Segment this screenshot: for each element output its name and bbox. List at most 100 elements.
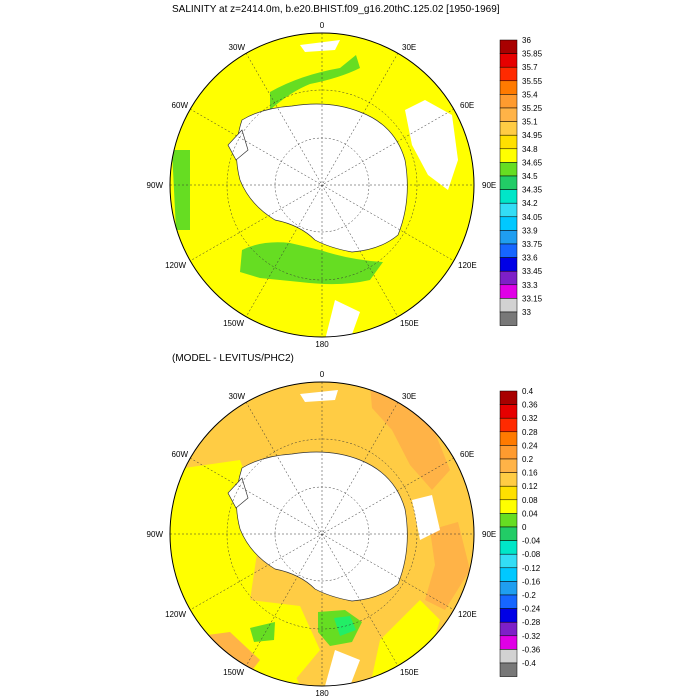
colorbar-swatch [499, 621, 518, 637]
bottom-lon-label: 150E [400, 668, 419, 677]
colorbar-swatch [499, 39, 518, 54]
colorbar-swatch [499, 513, 518, 528]
bottom-nodata-patch-east [412, 495, 440, 540]
colorbar-swatch [499, 189, 518, 204]
top-nodata-patch-east [405, 100, 458, 190]
colorbar-label: 33 [522, 308, 531, 317]
top-colorbar: 36 35.85 35.7 35.55 35.4 35.25 35.1 34.95 34.8 34… [499, 36, 543, 326]
bottom-lon-label: 0 [320, 370, 325, 379]
colorbar-label: -0.16 [522, 577, 541, 586]
top-green-region-west [172, 150, 190, 230]
colorbar-label: 0.24 [522, 441, 538, 450]
top-nodata-patch-south [325, 300, 360, 337]
bottom-lon-label: 180 [315, 689, 329, 698]
colorbar-swatch [499, 567, 518, 582]
top-lon-label: 90W [147, 181, 164, 190]
top-lon-label: 150E [400, 319, 419, 328]
bottom-lon-label: 150W [223, 668, 244, 677]
bottom-lon-label: 30W [229, 392, 246, 401]
colorbar-label: 34.35 [522, 186, 543, 195]
colorbar-swatch [499, 121, 518, 136]
colorbar-swatch [499, 53, 518, 68]
colorbar-swatch [499, 404, 518, 419]
colorbar-label: -0.08 [522, 550, 541, 559]
bottom-nodata-patch-north [300, 390, 338, 402]
top-lon-label: 150W [223, 319, 244, 328]
colorbar-label: 0.12 [522, 482, 538, 491]
colorbar-label: 34.2 [522, 199, 538, 208]
colorbar-label: 0.36 [522, 401, 538, 410]
colorbar-swatch [499, 162, 518, 177]
colorbar-label: 36 [522, 36, 531, 45]
colorbar-label: 35.85 [522, 50, 543, 59]
bottom-green-patch-west [250, 622, 275, 642]
colorbar-swatch [499, 270, 518, 286]
colorbar-swatch [499, 216, 518, 231]
top-lon-label: 120E [458, 261, 477, 270]
colorbar-swatch [499, 472, 518, 487]
colorbar-swatch [499, 94, 518, 109]
colorbar-swatch [499, 284, 518, 299]
colorbar-label: -0.04 [522, 537, 541, 546]
top-lon-label: 180 [315, 340, 329, 349]
top-map-border [169, 32, 475, 338]
colorbar-label: 34.95 [522, 131, 543, 140]
bottom-graticule [170, 382, 474, 686]
bottom-nodata-patch-south [325, 650, 360, 686]
colorbar-label: -0.32 [522, 632, 541, 641]
colorbar-swatch [499, 311, 518, 326]
bottom-lon-label: 120W [165, 610, 186, 619]
colorbar-label: 33.3 [522, 281, 538, 290]
colorbar-swatch [499, 431, 518, 446]
colorbar-swatch [499, 581, 518, 596]
colorbar-swatch [499, 417, 518, 433]
colorbar-label: -0.36 [522, 645, 541, 654]
bottom-panel-title: (MODEL - LEVITUS/PHC2) [172, 353, 294, 364]
top-green-region-atlantic [270, 55, 360, 110]
colorbar-label: 0.16 [522, 469, 538, 478]
top-lon-label: 60W [172, 101, 189, 110]
colorbar-swatch [499, 80, 518, 95]
colorbar-swatch [499, 202, 518, 218]
top-lon-label: 120W [165, 261, 186, 270]
top-lon-label: 0 [320, 21, 325, 30]
colorbar-label: 35.1 [522, 118, 538, 127]
bottom-orange-region-east [425, 522, 470, 610]
colorbar-label: -0.2 [522, 591, 536, 600]
colorbar-swatch [499, 107, 518, 122]
colorbar-label: -0.4 [522, 659, 536, 668]
colorbar-label: -0.28 [522, 618, 541, 627]
bottom-lon-label: 60W [172, 450, 189, 459]
colorbar-swatch [499, 175, 518, 190]
bottom-colorbar: 0.4 0.36 0.32 0.28 0.24 0.2 0.16 0.12 0.08 0.04 0 -… [499, 387, 541, 677]
bottom-lon-label: 30E [402, 392, 416, 401]
colorbar-swatch [499, 662, 518, 677]
colorbar-swatch [499, 298, 518, 313]
colorbar-swatch [499, 649, 518, 664]
bottom-lon-label: 90E [482, 530, 496, 539]
top-lon-label: 90E [482, 181, 496, 190]
colorbar-swatch [499, 134, 518, 150]
bottom-lon-labels: 0 30E 60E 90E 120E 150E 180 150W 120W 90… [147, 370, 497, 698]
colorbar-swatch [499, 608, 518, 623]
colorbar-label: 35.25 [522, 104, 543, 113]
colorbar-swatch [499, 485, 518, 501]
colorbar-label: 33.9 [522, 226, 538, 235]
colorbar-label: 0.08 [522, 496, 538, 505]
colorbar-label: 0.2 [522, 455, 534, 464]
colorbar-swatch [499, 540, 518, 555]
colorbar-label: 33.75 [522, 240, 543, 249]
colorbar-label: 33.45 [522, 267, 543, 276]
colorbar-swatch [499, 445, 518, 460]
top-lon-labels: 0 30E 60E 90E 120E 150E 180 150W 120W 90… [147, 21, 497, 349]
colorbar-label: 35.7 [522, 63, 538, 72]
colorbar-label: 0.04 [522, 509, 538, 518]
top-lon-label: 60E [460, 101, 474, 110]
top-lon-label: 30E [402, 43, 416, 52]
bottom-lon-label: 60E [460, 450, 474, 459]
colorbar-swatch [499, 553, 518, 569]
colorbar-swatch [499, 243, 518, 258]
colorbar-swatch [499, 257, 518, 272]
colorbar-label: -0.12 [522, 564, 541, 573]
